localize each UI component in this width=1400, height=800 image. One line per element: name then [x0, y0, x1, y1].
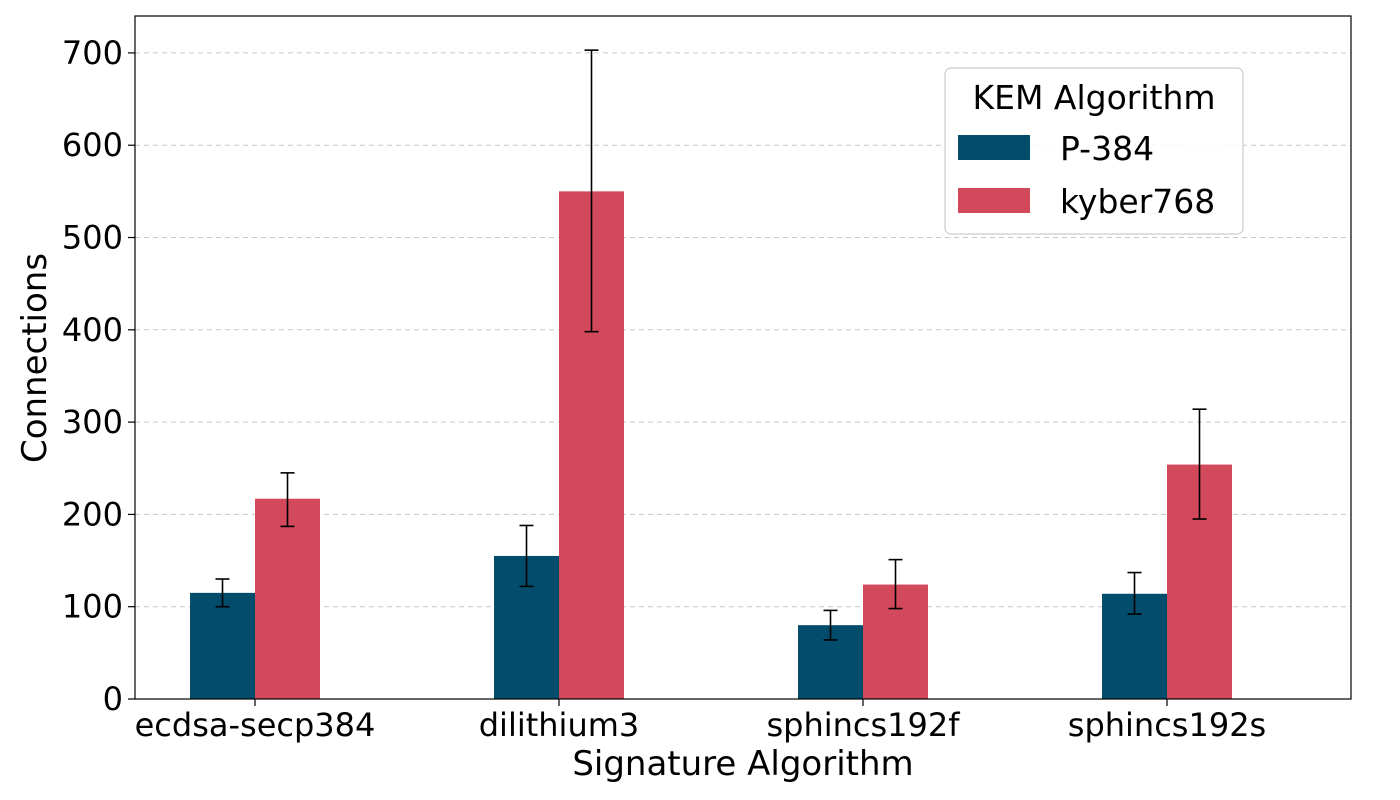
x-tick-label: sphincs192f [766, 706, 960, 744]
y-tick-label: 0 [103, 680, 123, 718]
legend: KEM Algorithm P-384 kyber768 [944, 67, 1244, 235]
bars [190, 191, 1232, 699]
legend-label-p384: P-384 [1060, 129, 1154, 168]
legend-swatch-p384 [958, 135, 1030, 160]
y-axis-title: Connections [15, 253, 55, 463]
y-tick-label: 700 [62, 34, 123, 72]
error-bars [215, 49, 1207, 641]
grid-lines [135, 52, 1351, 608]
plot-frame [134, 15, 1352, 700]
y-tick-label: 200 [62, 495, 123, 533]
x-tick-label: ecdsa-secp384 [135, 706, 376, 744]
x-axis-ticks: ecdsa-secp384 dilithium3 sphincs192f sphinc… [135, 699, 1266, 744]
legend-swatch-kyber768 [958, 188, 1030, 213]
y-tick-label: 400 [62, 311, 123, 349]
y-tick-label: 300 [62, 403, 123, 441]
legend-label-kyber768: kyber768 [1060, 182, 1215, 221]
legend-title: KEM Algorithm [972, 78, 1215, 117]
bar-p-384-ecdsa-secp384 [190, 592, 255, 699]
y-tick-label: 600 [62, 126, 123, 164]
y-tick-label: 100 [62, 588, 123, 626]
x-tick-label: dilithium3 [479, 706, 640, 744]
y-axis-ticks: 0 100 200 300 400 500 600 700 [62, 34, 135, 718]
x-tick-label: sphincs192s [1068, 706, 1266, 744]
x-axis-title: Signature Algorithm [572, 744, 913, 784]
bar-kyber768-ecdsa-secp384 [255, 498, 320, 699]
y-tick-label: 500 [62, 219, 123, 257]
